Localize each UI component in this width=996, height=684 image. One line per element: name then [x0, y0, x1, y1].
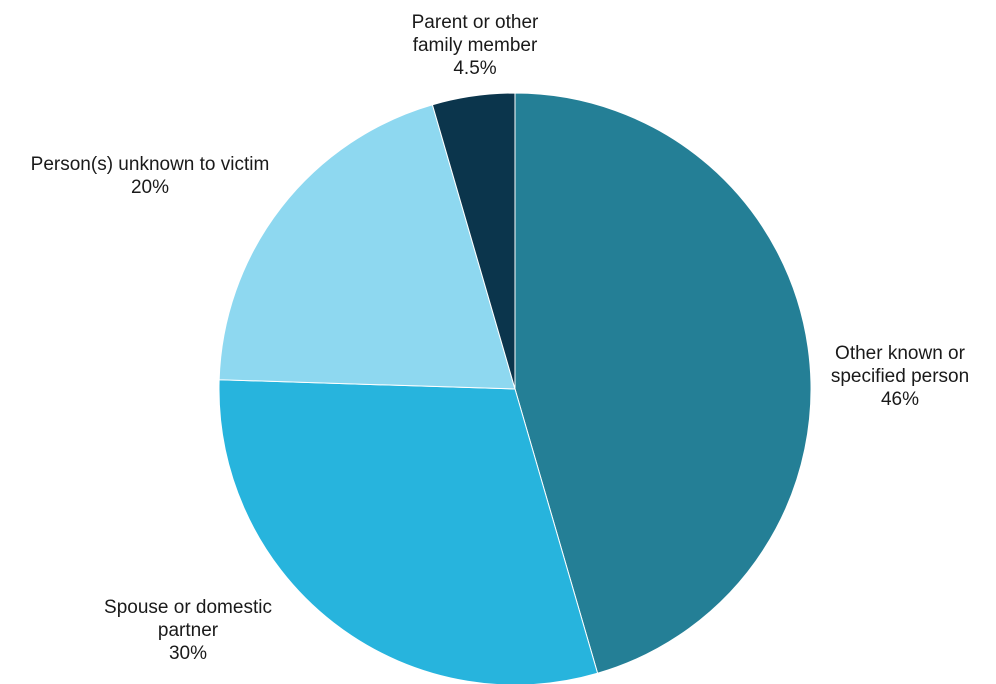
slice-category-label: specified person: [831, 366, 969, 387]
slice-value-label: 46%: [881, 389, 919, 410]
pie-slice-parent-or-other-family-member: [431, 92, 516, 390]
slice-category-label: Other known or: [835, 343, 966, 364]
slice-category-label: partner: [158, 620, 219, 641]
slice-category-label: family member: [413, 35, 538, 56]
pie-slice-spouse-or-domestic-partner: [218, 379, 599, 684]
slice-category-label: Person(s) unknown to victim: [31, 154, 270, 175]
slice-labels: Other known or specified person 46% Spouse …: [31, 12, 970, 664]
pie-slice-other-known-or-specified-person: [514, 92, 812, 674]
slice-label-1: Spouse or domestic partner 30%: [104, 597, 272, 664]
slice-label-3: Parent or other family member 4.5%: [412, 12, 539, 79]
slice-value-label: 30%: [169, 643, 207, 664]
slice-label-0: Other known or specified person 46%: [831, 343, 969, 410]
pie-slice-person-s-unknown-to-victim: [218, 104, 516, 390]
pie-slices: [218, 92, 812, 684]
slice-category-label: Parent or other: [412, 12, 539, 33]
slice-value-label: 4.5%: [453, 58, 496, 79]
slice-label-2: Person(s) unknown to victim 20%: [31, 154, 270, 198]
slice-value-label: 20%: [131, 177, 169, 198]
slice-category-label: Spouse or domestic: [104, 597, 272, 618]
